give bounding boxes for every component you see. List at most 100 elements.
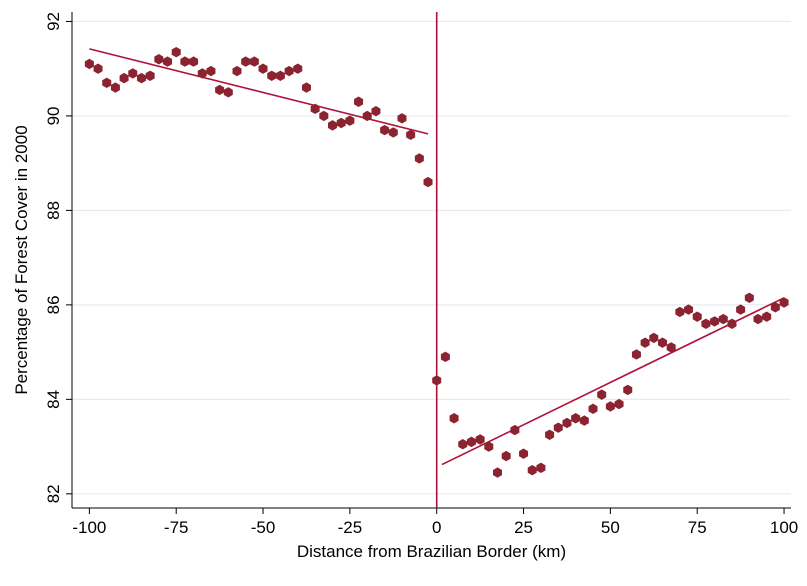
data-point-right — [475, 434, 485, 445]
data-point-left — [136, 72, 146, 84]
data-point-left — [362, 110, 372, 122]
x-tick-label: 0 — [432, 518, 441, 537]
data-point-right — [710, 316, 720, 327]
data-point-right — [458, 439, 468, 450]
x-tick-label: -25 — [338, 518, 363, 537]
data-point-left — [301, 82, 311, 93]
data-point-left — [380, 124, 390, 136]
data-point-left — [310, 103, 320, 115]
x-tick-label: -50 — [251, 518, 276, 537]
data-point-right — [501, 450, 511, 462]
data-point-right — [545, 429, 555, 440]
data-point-left — [354, 96, 364, 107]
data-point-right — [631, 349, 641, 360]
data-point-left — [154, 54, 164, 65]
data-point-right — [623, 384, 633, 396]
y-tick-label: 88 — [44, 201, 63, 220]
axes — [71, 12, 791, 509]
data-point-right — [579, 415, 589, 426]
y-tick-label: 84 — [44, 390, 63, 409]
data-point-left — [267, 70, 277, 81]
data-point-right — [553, 422, 563, 433]
data-point-right — [640, 337, 650, 348]
y-tick-label: 92 — [44, 12, 63, 31]
ticks: -100 -75 -50 -25 0 25 50 75 100 82 84 86 88 90 92 — [44, 12, 798, 537]
data-point-right — [466, 436, 476, 448]
data-point-left — [84, 58, 94, 70]
data-point-left — [275, 70, 285, 81]
data-point-left — [189, 56, 199, 67]
x-tick-label: 50 — [601, 518, 620, 537]
data-point-right — [588, 403, 598, 414]
data-point-left — [197, 68, 207, 79]
data-point-right — [527, 465, 537, 476]
data-point-left — [414, 153, 424, 164]
data-point-right — [770, 302, 780, 313]
fit-line-right — [441, 297, 785, 466]
data-point-left — [328, 120, 338, 131]
fit-lines — [89, 48, 785, 466]
data-point-right — [666, 342, 676, 353]
data-point-left — [215, 84, 225, 96]
data-point-right — [571, 413, 581, 424]
data-point-right — [484, 441, 494, 452]
x-tick-label: -75 — [164, 518, 189, 537]
data-point-left — [388, 127, 398, 138]
data-point-right — [440, 351, 450, 363]
data-point-right — [614, 398, 624, 410]
data-point-left — [371, 106, 381, 117]
data-point-left — [128, 68, 138, 79]
data-point-left — [336, 117, 346, 129]
data-point-left — [423, 176, 433, 188]
gridlines — [72, 20, 791, 495]
x-tick-label: 25 — [514, 518, 533, 537]
data-point-right — [519, 448, 529, 459]
data-point-right — [762, 311, 772, 322]
data-point-left — [102, 77, 112, 89]
data-point-left — [284, 65, 294, 77]
data-point-right — [701, 318, 711, 329]
y-tick-label: 82 — [44, 484, 63, 503]
data-point-left — [206, 65, 216, 77]
y-tick-label: 86 — [44, 295, 63, 314]
data-point-right — [779, 297, 789, 308]
data-point-right — [657, 337, 667, 348]
data-point-left — [258, 63, 268, 74]
x-axis-title: Distance from Brazilian Border (km) — [297, 542, 566, 561]
data-point-right — [562, 417, 572, 429]
x-tick-label: -100 — [72, 518, 106, 537]
data-point-left — [180, 56, 190, 67]
data-point-right — [675, 306, 685, 318]
data-point-left — [319, 110, 329, 122]
data-point-left — [241, 56, 251, 67]
data-point-right — [510, 424, 520, 436]
data-point-left — [232, 65, 242, 77]
scatter-points — [84, 46, 789, 478]
data-point-right — [605, 401, 615, 412]
data-point-right — [744, 292, 754, 303]
data-point-right — [492, 467, 502, 478]
data-point-left — [145, 70, 155, 81]
data-point-left — [397, 113, 407, 124]
data-point-right — [597, 389, 607, 400]
data-point-right — [649, 332, 659, 344]
data-point-right — [449, 413, 459, 424]
data-point-right — [727, 318, 737, 329]
data-point-left — [119, 72, 129, 84]
data-point-left — [223, 87, 233, 98]
data-point-right — [718, 313, 728, 325]
data-point-left — [406, 129, 416, 141]
data-point-left — [93, 63, 103, 74]
fit-line-left — [89, 48, 429, 135]
data-point-left — [171, 46, 181, 58]
y-tick-label: 90 — [44, 106, 63, 125]
data-point-left — [249, 56, 259, 67]
data-point-left — [163, 56, 173, 67]
data-point-right — [692, 311, 702, 322]
data-point-right — [684, 304, 694, 315]
x-tick-label: 100 — [770, 518, 798, 537]
data-point-left — [110, 82, 120, 93]
data-point-left — [293, 63, 303, 74]
data-point-right — [753, 313, 763, 325]
